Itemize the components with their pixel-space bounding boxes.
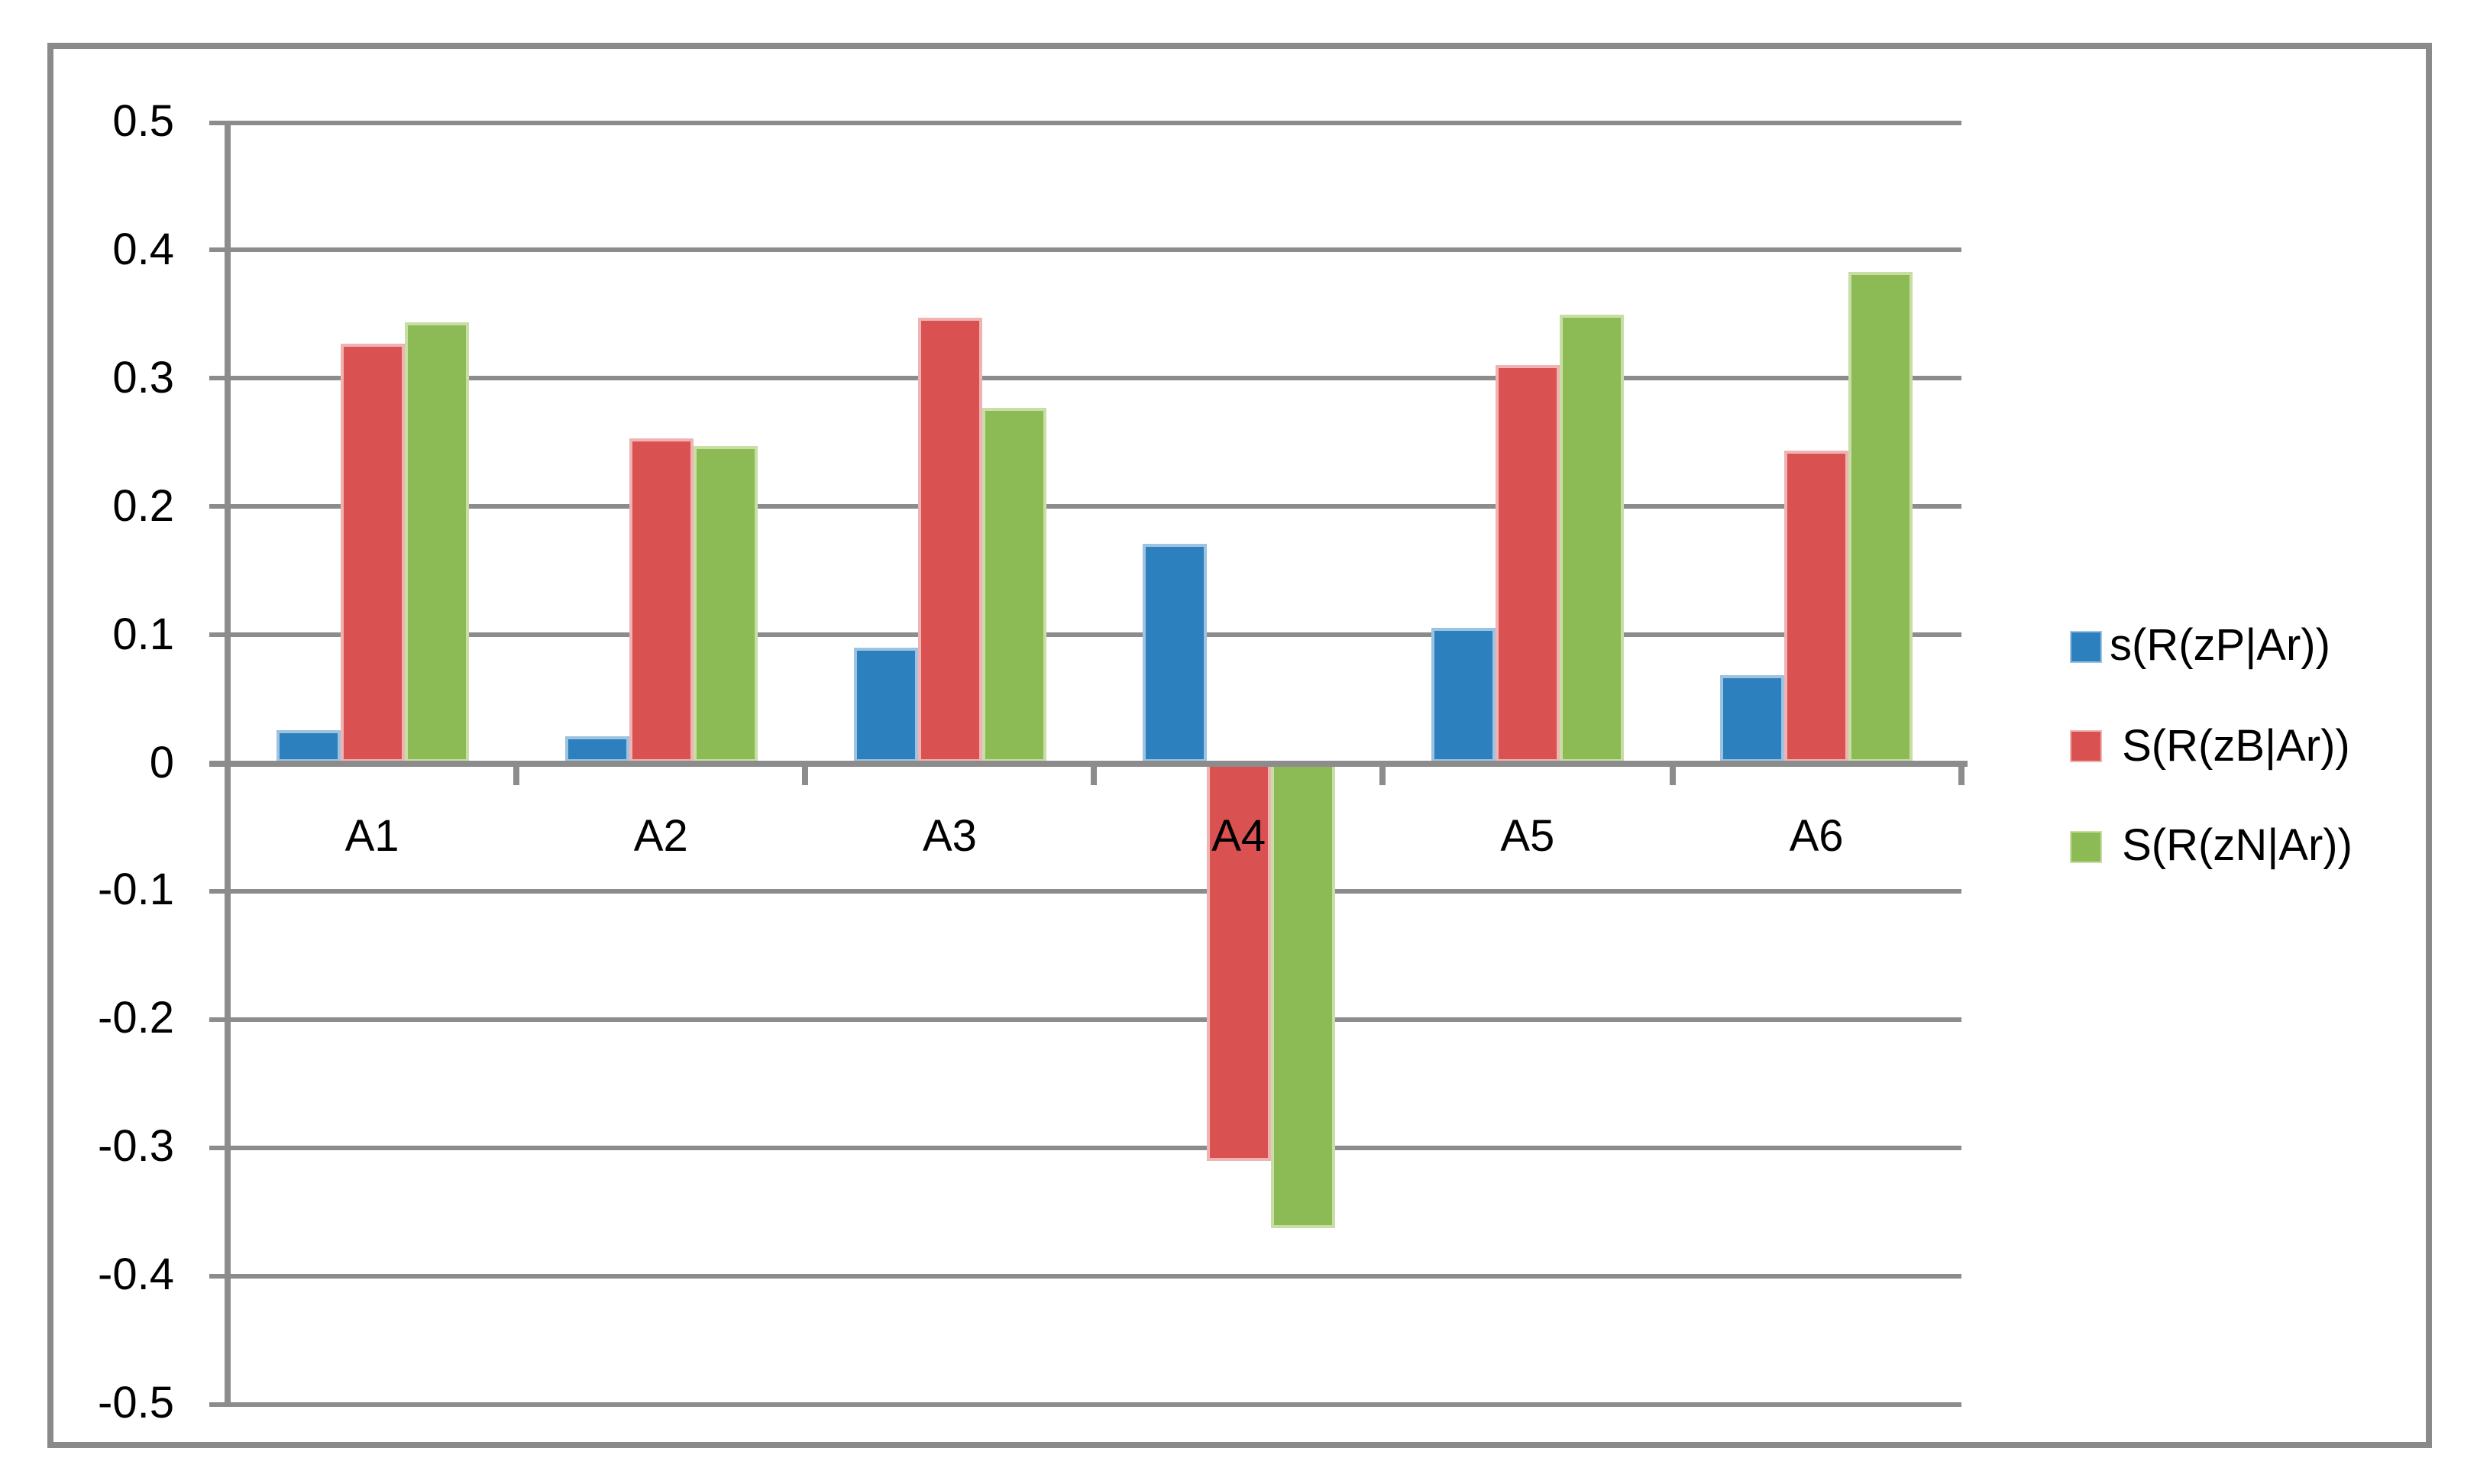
y-axis-tick-label: 0.2 <box>112 482 174 532</box>
y-axis-tick-label: 0.4 <box>112 225 174 275</box>
bar-A2-series2 <box>629 438 694 763</box>
x-axis-tick <box>225 763 231 784</box>
x-axis-tick <box>1091 763 1098 784</box>
y-axis-tick-label: 0.1 <box>112 610 174 660</box>
x-axis-tick <box>1379 763 1386 784</box>
category-label-A6: A6 <box>1789 813 1844 862</box>
y-axis-tick-label: -0.4 <box>98 1251 174 1301</box>
gridline <box>209 120 1961 124</box>
gridline <box>209 1402 1961 1406</box>
legend-swatch <box>2070 830 2102 862</box>
gridline <box>209 1017 1961 1022</box>
category-label-A5: A5 <box>1500 813 1555 862</box>
category-label-A2: A2 <box>633 813 688 862</box>
legend-swatch <box>2070 730 2102 762</box>
legend-label: s(R(zP|Ar)) <box>2110 622 2330 671</box>
legend-swatch <box>2070 630 2102 662</box>
x-axis-zero-line <box>209 760 1968 766</box>
y-axis-tick-label: -0.5 <box>98 1379 174 1428</box>
bar-A5-series2 <box>1495 364 1560 763</box>
gridline <box>209 1273 1961 1279</box>
legend-label: S(R(zN|Ar)) <box>2110 822 2353 871</box>
bar-A5-series1 <box>1431 628 1496 763</box>
x-axis-tick <box>1669 763 1675 784</box>
legend-label: S(R(zB|Ar)) <box>2110 722 2350 771</box>
bar-A1-series2 <box>340 344 404 763</box>
x-axis-tick <box>1958 763 1965 784</box>
bar-A3-series3 <box>981 408 1046 763</box>
bar-A3-series1 <box>853 647 918 763</box>
gridline <box>209 376 1961 381</box>
bar-A2-series1 <box>564 736 629 763</box>
bar-A4-series2 <box>1206 763 1271 1161</box>
bar-A1-series3 <box>404 322 468 763</box>
bar-A1-series1 <box>276 729 340 763</box>
category-label-A1: A1 <box>344 813 399 862</box>
gridline <box>209 632 1961 638</box>
x-axis-tick <box>513 763 520 784</box>
y-axis-tick-label: 0.5 <box>112 98 174 147</box>
y-axis-tick-label: 0.3 <box>112 354 174 403</box>
y-axis-tick-label: -0.3 <box>98 1123 174 1172</box>
bar-A6-series2 <box>1784 450 1848 763</box>
y-axis-tick-label: -0.2 <box>98 994 174 1044</box>
category-label-A4: A4 <box>1211 813 1266 862</box>
bar-A4-series1 <box>1142 544 1207 763</box>
bar-A5-series3 <box>1559 314 1624 763</box>
bar-A2-series3 <box>693 446 758 763</box>
y-axis-tick-label: -0.1 <box>98 866 174 916</box>
gridline <box>209 247 1961 253</box>
bar-A6-series3 <box>1848 272 1913 763</box>
gridline <box>209 1145 1961 1150</box>
y-axis-tick-label: 0 <box>149 739 174 787</box>
gridline <box>209 504 1961 509</box>
bar-A6-series1 <box>1720 675 1784 763</box>
bar-A3-series2 <box>917 317 982 763</box>
category-label-A3: A3 <box>922 813 977 862</box>
gridline <box>209 888 1961 894</box>
bar-A4-series3 <box>1270 763 1335 1229</box>
x-axis-tick <box>802 763 809 784</box>
